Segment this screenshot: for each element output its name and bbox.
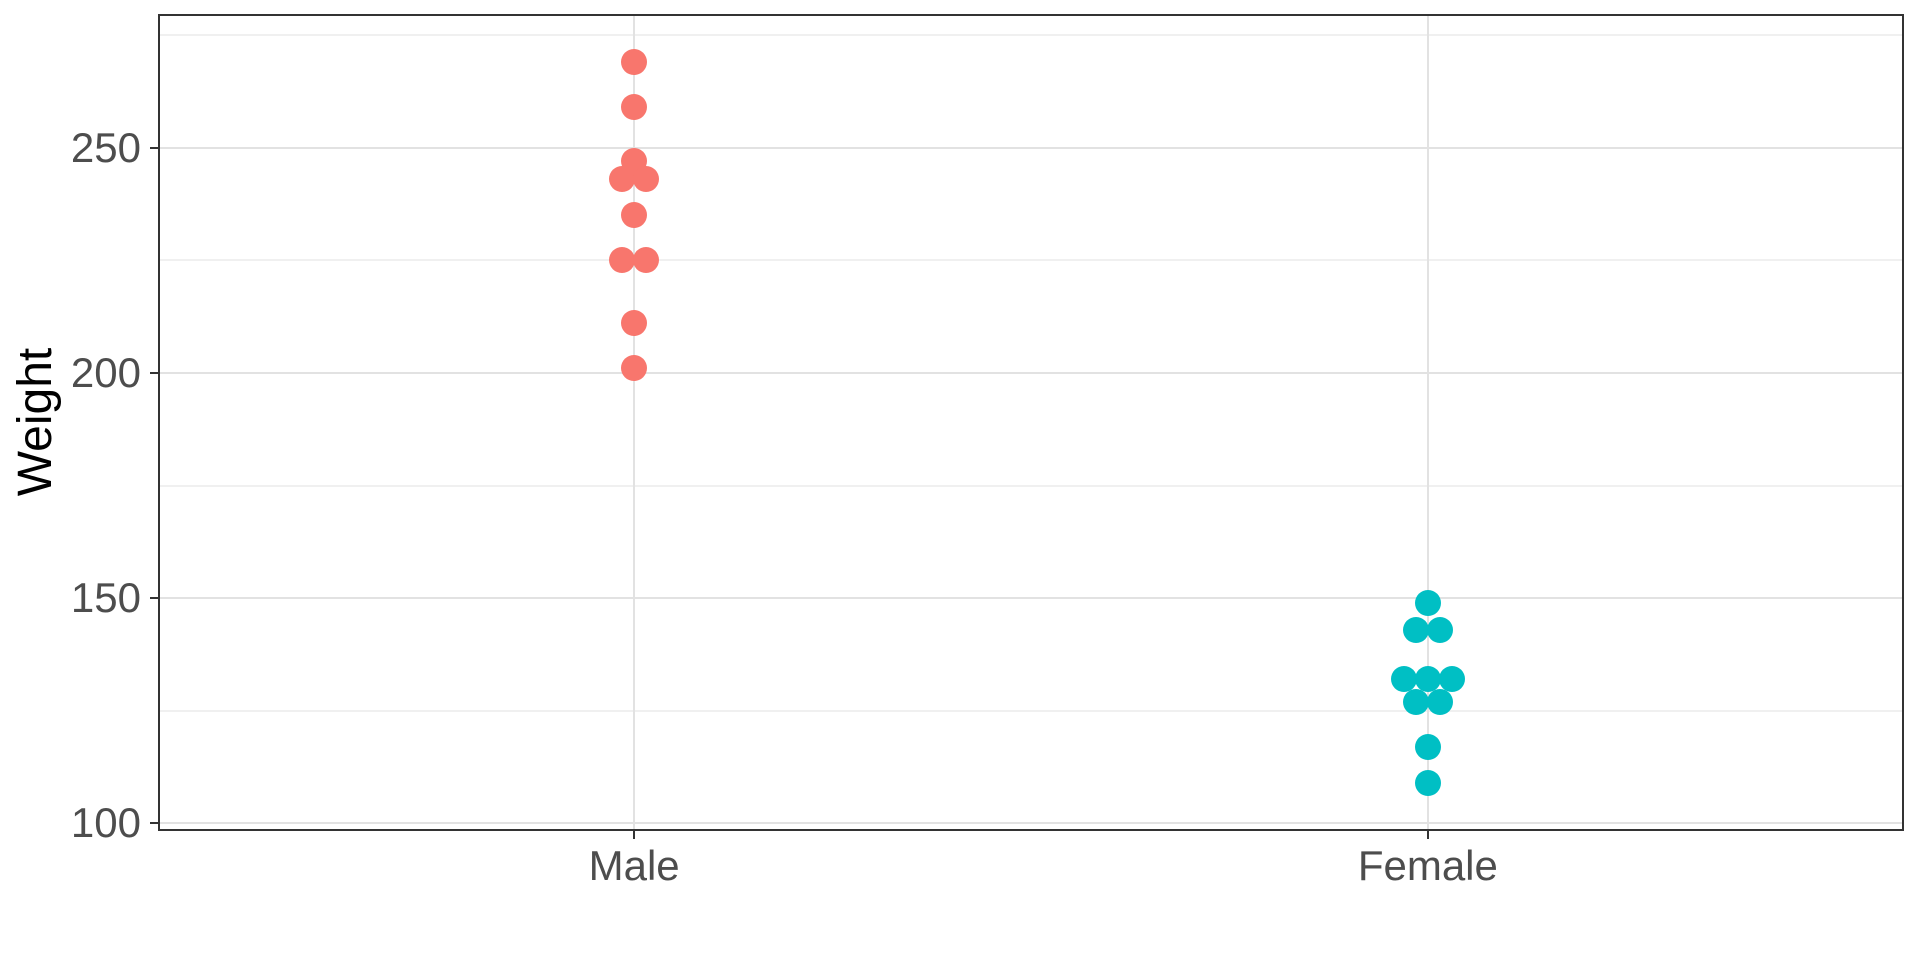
y-tick-label-100: 100 [70, 799, 141, 847]
data-point-female [1402, 616, 1429, 643]
gridline-minor [158, 709, 1904, 712]
data-point-female [1390, 666, 1417, 693]
y-tick-mark [150, 597, 158, 600]
gridline-category-male [632, 14, 636, 831]
gridline-minor [158, 34, 1904, 37]
data-point-male [621, 202, 648, 229]
data-point-male [609, 247, 636, 274]
y-tick-label-200: 200 [70, 348, 141, 396]
y-tick-mark [150, 146, 158, 149]
data-point-female [1426, 616, 1453, 643]
data-point-male [621, 310, 648, 337]
gridline-minor [158, 484, 1904, 487]
x-tick-mark [633, 831, 636, 839]
y-tick-label-250: 250 [70, 123, 141, 171]
data-point-female [1426, 688, 1453, 715]
data-point-female [1414, 733, 1441, 760]
x-tick-label-male: Male [588, 842, 680, 889]
data-point-female [1402, 688, 1429, 715]
gridline-major [158, 146, 1904, 149]
data-point-female [1414, 589, 1441, 616]
data-point-male [633, 166, 660, 193]
data-point-male [621, 49, 648, 76]
x-tick-mark [1426, 831, 1429, 839]
y-tick-mark [150, 371, 158, 374]
data-point-female [1414, 769, 1441, 796]
gridline-major [158, 371, 1904, 374]
gridline-major [158, 822, 1904, 825]
y-tick-mark [150, 822, 158, 825]
gridline-minor [158, 259, 1904, 262]
panel-border [158, 14, 1904, 831]
data-point-male [633, 247, 660, 274]
data-point-male [621, 94, 648, 121]
data-point-female [1414, 666, 1441, 693]
gridline-category-female [1426, 14, 1430, 831]
data-point-female [1438, 666, 1465, 693]
data-point-male [621, 355, 648, 382]
data-point-male [609, 166, 636, 193]
x-tick-label-female: Female [1357, 842, 1498, 889]
gridline-major [158, 597, 1904, 600]
y-tick-label-150: 150 [70, 574, 141, 622]
